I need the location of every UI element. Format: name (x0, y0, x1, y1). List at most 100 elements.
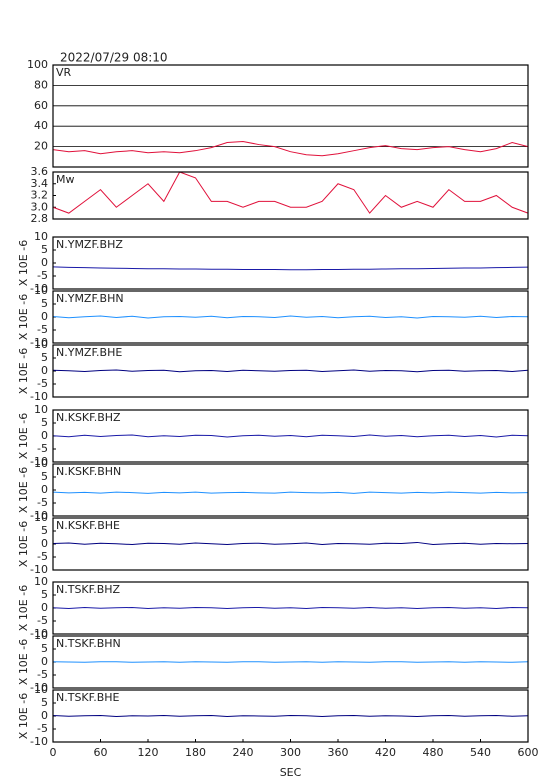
y-tick-label: 0 (41, 537, 48, 550)
panel-frame (52, 344, 529, 398)
data-line (52, 661, 529, 663)
x-axis-label: SEC (280, 766, 302, 779)
y-tick-label: 3.2 (31, 189, 49, 202)
y-axis-label: X 10E -6 (17, 240, 30, 286)
y-tick-label: -5 (37, 722, 48, 735)
data-line (52, 266, 529, 271)
y-tick-label: -5 (37, 269, 48, 282)
y-tick-label: -10 (30, 282, 48, 295)
y-tick-label: -10 (30, 455, 48, 468)
y-tick-label: 0 (41, 310, 48, 323)
y-axis-label: X 10E -6 (17, 294, 30, 340)
panel-frame (52, 635, 529, 689)
y-tick-label: 5 (41, 470, 48, 483)
data-line (52, 434, 529, 438)
panel-label: N.KSKF.BHE (56, 519, 120, 532)
y-tick-label: 0 (41, 709, 48, 722)
data-line (52, 315, 529, 319)
x-tick-label: 240 (233, 746, 254, 759)
data-line (52, 606, 529, 610)
y-axis-label: X 10E -6 (17, 639, 30, 685)
y-tick-label: 10 (34, 629, 48, 642)
panel-frame (52, 581, 529, 635)
y-tick-label: 0 (41, 429, 48, 442)
y-tick-label: -5 (37, 668, 48, 681)
panel-label: N.YMZF.BHN (56, 292, 124, 305)
y-tick-label: 10 (34, 511, 48, 524)
y-tick-label: 80 (34, 78, 48, 91)
y-tick-label: 5 (41, 351, 48, 364)
y-tick-label: -10 (30, 336, 48, 349)
y-tick-label: 3.0 (31, 200, 49, 213)
panel-label: VR (56, 66, 72, 79)
y-tick-label: -10 (30, 563, 48, 576)
y-axis-label: X 10E -6 (17, 348, 30, 394)
y-tick-label: 5 (41, 642, 48, 655)
y-tick-label: 5 (41, 416, 48, 429)
panel-label: N.YMZF.BHZ (56, 238, 123, 251)
x-tick-label: 600 (518, 746, 539, 759)
panel-frame (52, 409, 529, 463)
y-axis-label: X 10E -6 (17, 585, 30, 631)
y-tick-label: 5 (41, 696, 48, 709)
x-tick-label: 420 (375, 746, 396, 759)
y-tick-label: 20 (34, 140, 48, 153)
y-tick-label: -5 (37, 442, 48, 455)
y-axis-label: X 10E -6 (17, 521, 30, 567)
y-tick-label: 3.4 (31, 177, 49, 190)
y-tick-label: -10 (30, 390, 48, 403)
x-tick-label: 120 (138, 746, 159, 759)
y-tick-label: -10 (30, 627, 48, 640)
y-tick-label: 60 (34, 99, 48, 112)
y-tick-label: 0 (41, 256, 48, 269)
panel-label: N.TSKF.BHN (56, 637, 121, 650)
data-line (52, 140, 529, 157)
y-axis-label: X 10E -6 (17, 413, 30, 459)
y-tick-label: 5 (41, 243, 48, 256)
y-tick-label: 100 (27, 58, 48, 71)
data-line (52, 171, 529, 214)
x-tick-label: 300 (280, 746, 301, 759)
y-tick-label: -10 (30, 509, 48, 522)
y-tick-label: -10 (30, 735, 48, 748)
y-tick-label: -5 (37, 323, 48, 336)
chart-title: 2022/07/29 08:10 (60, 51, 168, 65)
y-tick-label: 5 (41, 524, 48, 537)
y-tick-label: -5 (37, 550, 48, 563)
y-tick-label: 0 (41, 601, 48, 614)
x-tick-label: 60 (94, 746, 108, 759)
panel-label: N.TSKF.BHZ (56, 583, 121, 596)
y-tick-label: 5 (41, 297, 48, 310)
y-tick-label: 10 (34, 683, 48, 696)
y-tick-label: 10 (34, 457, 48, 470)
y-tick-label: 5 (41, 588, 48, 601)
y-tick-label: 10 (34, 284, 48, 297)
y-axis-label: X 10E -6 (17, 467, 30, 513)
y-tick-label: 0 (41, 364, 48, 377)
y-tick-label: 10 (34, 403, 48, 416)
data-line (52, 491, 529, 494)
x-tick-label: 0 (50, 746, 57, 759)
panel-frame (52, 64, 529, 168)
y-axis-label: X 10E -6 (17, 693, 30, 739)
y-tick-label: 10 (34, 338, 48, 351)
x-tick-label: 540 (470, 746, 491, 759)
panel-label: N.KSKF.BHZ (56, 411, 121, 424)
y-tick-label: 3.6 (31, 165, 49, 178)
y-tick-label: 40 (34, 119, 48, 132)
panel-frame (52, 463, 529, 517)
x-tick-label: 480 (423, 746, 444, 759)
x-tick-label: 360 (328, 746, 349, 759)
y-tick-label: 0 (41, 483, 48, 496)
y-tick-label: -10 (30, 681, 48, 694)
panel-label: Mw (56, 173, 75, 186)
panel-frame (52, 171, 529, 220)
data-line (52, 714, 529, 718)
panel-label: N.KSKF.BHN (56, 465, 121, 478)
panel-frame (52, 517, 529, 571)
y-tick-label: 2.8 (31, 212, 49, 225)
y-tick-label: 10 (34, 575, 48, 588)
panel-label: N.TSKF.BHE (56, 691, 120, 704)
y-tick-label: 0 (41, 655, 48, 668)
